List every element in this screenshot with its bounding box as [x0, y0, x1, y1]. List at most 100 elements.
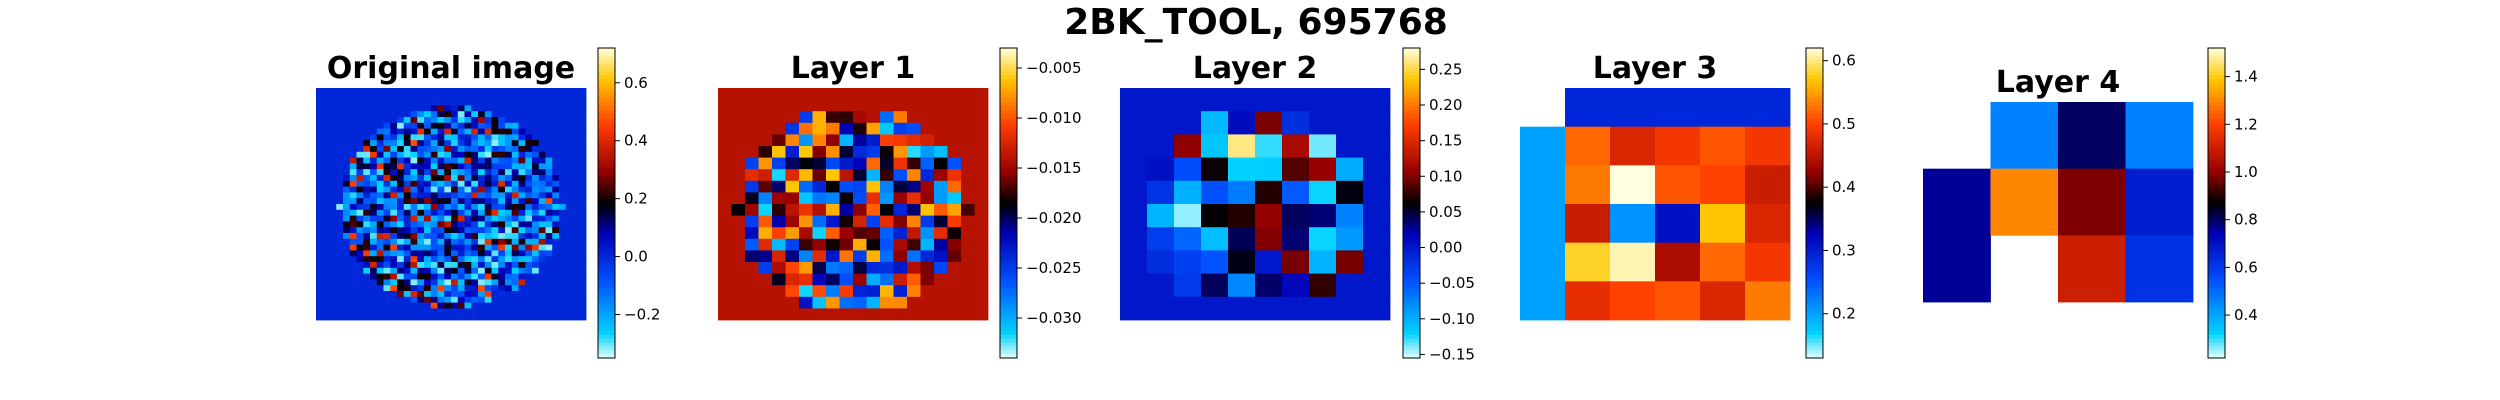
- heatmap-cell: [579, 279, 587, 286]
- heatmap-cell: [444, 157, 452, 164]
- colorbar-tick-label: 1.0: [2234, 163, 2258, 181]
- colorbar-segment: [598, 303, 615, 309]
- colorbar-segment: [1403, 303, 1420, 309]
- heatmap-cell: [397, 285, 405, 292]
- heatmap-cell: [484, 93, 492, 100]
- heatmap-cell: [538, 99, 546, 106]
- heatmap-cell: [424, 250, 432, 257]
- heatmap-cell: [478, 238, 486, 245]
- heatmap-cell: [471, 314, 479, 321]
- heatmap-cell: [579, 244, 587, 251]
- heatmap-cell: [498, 175, 506, 182]
- heatmap-cell: [444, 122, 452, 129]
- heatmap-cell: [410, 140, 418, 147]
- heatmap-cell: [518, 308, 526, 315]
- heatmap-cell: [410, 262, 418, 269]
- panel-4: Layer 3 0.60.50.40.30.2: [1520, 47, 1856, 359]
- heatmap-cell: [444, 169, 452, 176]
- heatmap-cell: [572, 134, 580, 141]
- heatmap-cell: [336, 169, 344, 176]
- heatmap-cell: [498, 256, 506, 263]
- heatmap-cell: [471, 198, 479, 205]
- heatmap-cell: [920, 215, 935, 228]
- heatmap-cell: [464, 238, 472, 245]
- heatmap-cell: [579, 233, 587, 240]
- heatmap-cell: [961, 122, 975, 135]
- heatmap-cell: [397, 93, 405, 100]
- heatmap-cell: [370, 262, 378, 269]
- colorbar-segment: [2208, 311, 2225, 316]
- heatmap-cell: [505, 244, 513, 251]
- heatmap-cell: [464, 256, 472, 263]
- colorbar-segment: [598, 195, 615, 200]
- heatmap-cell: [370, 238, 378, 245]
- heatmap-cell: [974, 88, 989, 100]
- heatmap-cell: [772, 250, 786, 263]
- heatmap-cell: [772, 134, 786, 147]
- heatmap-cell: [343, 175, 351, 182]
- heatmap-cell: [552, 273, 560, 280]
- heatmap-cell: [826, 238, 840, 251]
- heatmap-cell: [451, 204, 459, 211]
- colorbar-segment: [1000, 160, 1017, 165]
- colorbar-segment: [1403, 144, 1420, 150]
- heatmap-cell: [397, 302, 405, 309]
- heatmap-cell: [397, 262, 405, 269]
- heatmap-cell: [383, 227, 391, 234]
- heatmap-cell: [934, 169, 948, 182]
- colorbar-segment: [598, 67, 615, 72]
- heatmap-cell: [518, 192, 526, 199]
- heatmap-cell: [812, 204, 827, 216]
- colorbar-segment: [1000, 214, 1017, 220]
- colorbar-segment: [1403, 195, 1420, 200]
- heatmap-cell: [376, 209, 384, 216]
- colorbar-segment: [1806, 249, 1823, 254]
- heatmap-cell: [376, 204, 384, 211]
- heatmap-cell: [559, 93, 567, 100]
- heatmap-cell: [920, 180, 935, 193]
- heatmap-cell: [349, 256, 357, 263]
- colorbar-segment: [598, 214, 615, 220]
- heatmap-cell: [471, 262, 479, 269]
- colorbar-segment: [1403, 338, 1420, 344]
- heatmap-cell: [457, 308, 465, 315]
- heatmap-cell: [322, 233, 330, 240]
- heatmap-cell: [424, 279, 432, 286]
- colorbar-segment: [1806, 152, 1823, 158]
- panel-2: Layer 1 −0.005−0.010−0.015−0.020−0.025−0.…: [718, 47, 1082, 359]
- colorbar-frame: [999, 47, 1018, 359]
- heatmap-cell: [545, 215, 553, 222]
- colorbar-segment: [598, 152, 615, 158]
- heatmap-cell: [316, 238, 324, 245]
- heatmap-cell: [812, 238, 827, 251]
- colorbar-segment: [598, 346, 615, 351]
- heatmap-cell: [322, 157, 330, 164]
- heatmap-cell: [853, 111, 867, 124]
- colorbar-segment: [2208, 86, 2225, 92]
- heatmap-cell: [907, 227, 921, 240]
- heatmap-cell: [457, 256, 465, 263]
- heatmap-cell: [410, 250, 418, 257]
- heatmap-cell: [316, 291, 324, 298]
- heatmap-cell: [343, 302, 351, 309]
- heatmap-cell: [471, 302, 479, 309]
- heatmap-cell: [538, 262, 546, 269]
- heatmap-cell: [880, 296, 894, 309]
- heatmap-cell: [457, 134, 465, 141]
- heatmap-cell: [572, 244, 580, 251]
- heatmap-cell: [397, 117, 405, 124]
- heatmap-cell: [410, 302, 418, 309]
- heatmap-cell: [390, 169, 398, 176]
- colorbar-segment: [2208, 164, 2225, 169]
- heatmap-cell: [511, 93, 519, 100]
- heatmap-cell: [451, 163, 459, 170]
- heatmap-cell: [417, 198, 425, 205]
- heatmap-cell: [947, 215, 962, 228]
- heatmap-cell: [471, 88, 479, 95]
- heatmap-cell: [417, 204, 425, 211]
- heatmap-cell: [880, 111, 894, 124]
- heatmap-cell: [322, 285, 330, 292]
- heatmap-cell: [579, 117, 587, 124]
- heatmap-cell: [511, 151, 519, 158]
- heatmap-cell: [430, 117, 438, 124]
